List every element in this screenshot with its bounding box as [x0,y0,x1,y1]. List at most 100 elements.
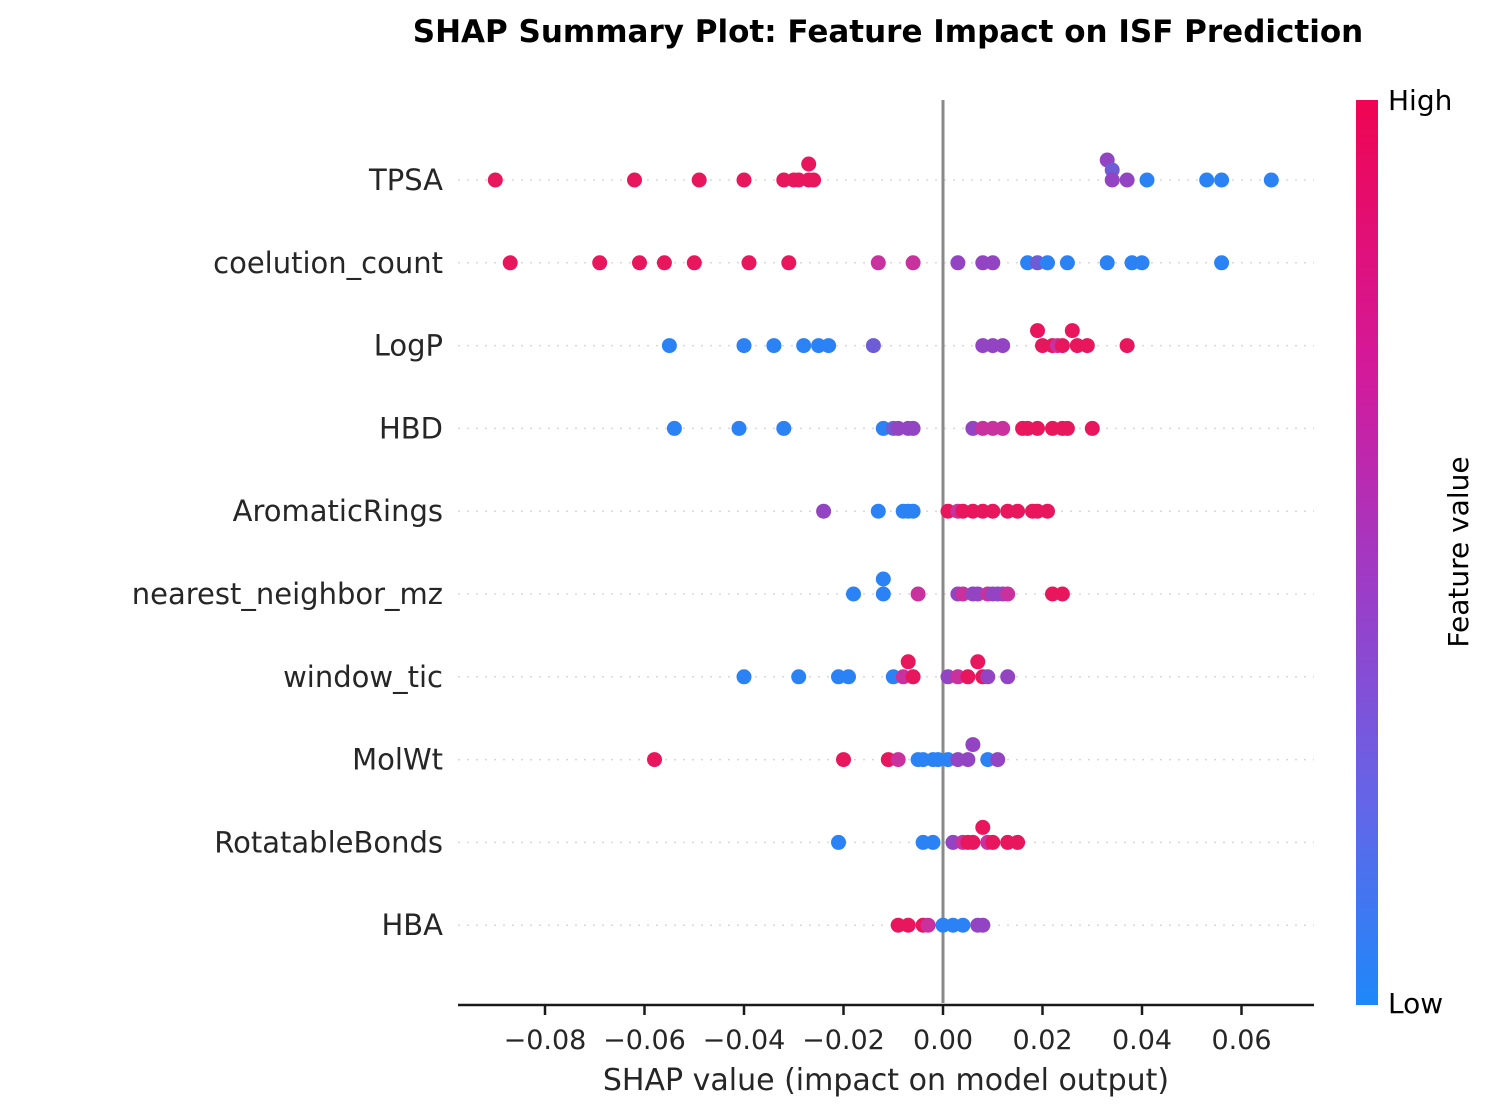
shap-point [592,255,608,271]
shap-point [841,669,856,685]
y-tick-label-RotatableBonds: RotatableBonds [214,825,443,859]
plot-area: TPSA coelution_count LogP HBD AromaticRings n… [132,100,1314,1056]
shap-point [960,669,976,685]
shap-point [900,917,916,933]
shap-point [1054,338,1070,354]
shap-point [816,503,832,519]
shap-point [920,917,936,933]
x-tick-label: 0.04 [1112,1025,1172,1056]
shap-point [975,819,991,835]
shap-point [905,420,921,436]
shap-point [960,752,976,768]
shap-point [990,752,1006,768]
shap-point [1010,503,1026,519]
shap-point [995,420,1011,436]
y-tick-label-window_tic: window_tic [283,660,443,694]
shap-point [875,586,891,602]
shap-point [1099,255,1115,271]
shap-point [870,255,886,271]
chart-title: SHAP Summary Plot: Feature Impact on ISF… [413,14,1363,50]
shap-point [1263,172,1279,188]
shap-point [955,917,971,933]
shap-point [980,669,996,685]
y-tick-label-HBA: HBA [381,908,443,942]
shap-point [1199,172,1215,188]
shap-point [1030,323,1045,339]
colorbar [1356,100,1378,1005]
shap-point [910,586,926,602]
shap-point [656,255,672,271]
y-tick-label-coelution_count: coelution_count [213,246,443,280]
shap-point [741,255,757,271]
y-tick-label-nearest_neighbor_mz: nearest_neighbor_mz [132,577,443,611]
shap-point [985,503,1001,519]
shap-point [985,834,1001,850]
shap-point [836,752,851,768]
shap-point [905,503,921,519]
shap-point [796,338,812,354]
shap-point [1010,834,1026,850]
y-tick-label-HBD: HBD [379,411,443,445]
x-tick-label: −0.06 [603,1025,686,1056]
shap-point [736,338,752,354]
shap-point [801,156,817,172]
y-tick-label-MolWt: MolWt [352,743,443,777]
shap-point [731,420,747,436]
shap-point [1040,255,1055,271]
shap-point [965,834,981,850]
shap-point [865,338,881,354]
shap-point [970,654,986,670]
shap-point [691,172,707,188]
shap-point [975,917,991,933]
shap-point [890,752,906,768]
x-tick-label: −0.02 [802,1025,885,1056]
shap-point [1104,172,1120,188]
shap-point [1030,420,1045,436]
shap-point [905,669,921,685]
shap-point [781,255,797,271]
x-axis-label: SHAP value (impact on model output) [603,1063,1169,1098]
shap-point [1119,338,1135,354]
shap-point [875,571,891,587]
shap-point [1064,323,1080,339]
shap-point [627,172,642,188]
shap-point [1000,669,1016,685]
shap-point [487,172,503,188]
shap-point [831,834,846,850]
shap-point [950,255,966,271]
shap-point [965,737,981,753]
shap-point [791,669,807,685]
shap-point [1040,503,1055,519]
shap-point [925,834,941,850]
shap-point [647,752,662,768]
y-tick-label-LogP: LogP [374,329,443,363]
shap-point [1000,586,1016,602]
shap-point [900,654,916,670]
shap-point [632,255,647,271]
colorbar-high-label: High [1388,84,1452,117]
shap-point [766,338,782,354]
colorbar-title: Feature value [1442,456,1475,647]
x-tick-label: 0.02 [1012,1025,1072,1056]
shap-point [905,255,921,271]
y-tick-label-AromaticRings: AromaticRings [233,494,443,528]
x-tick-label: −0.08 [504,1025,587,1056]
x-tick-label: 0.00 [913,1025,973,1056]
y-tick-label-TPSA: TPSA [368,163,443,197]
shap-point [666,420,682,436]
colorbar-low-label: Low [1388,987,1443,1020]
shap-point [806,172,822,188]
shap-point [1139,172,1155,188]
x-tick-label: 0.06 [1211,1025,1271,1056]
shap-point [846,586,861,602]
shap-point [661,338,677,354]
shap-point [776,420,792,436]
shap-point [502,255,518,271]
shap-point [1059,420,1075,436]
shap-point [1059,255,1075,271]
shap-point [995,338,1011,354]
shap-point [1214,255,1230,271]
shap-point [821,338,837,354]
